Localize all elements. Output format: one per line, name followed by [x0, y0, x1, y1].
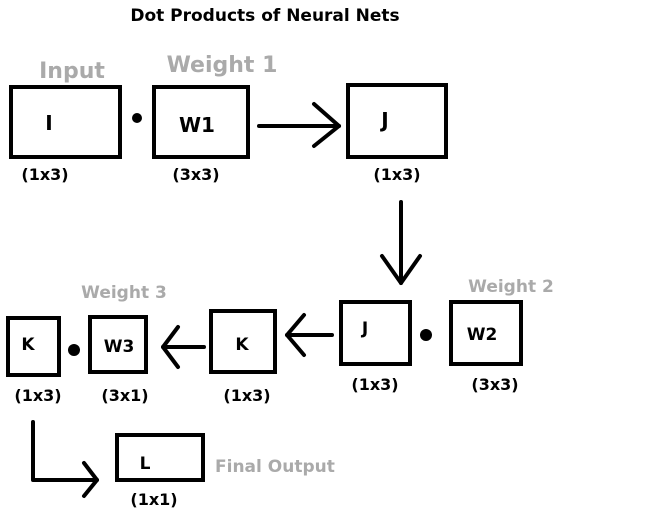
node-weight1-w1-label: W1	[179, 113, 215, 137]
dot-product-icon-3	[68, 344, 80, 356]
arrow-down-icon	[380, 200, 422, 285]
node-k-second: K	[6, 316, 61, 377]
node-k-first-label: K	[235, 335, 249, 355]
node-weight3-w3-label: W3	[104, 337, 135, 357]
node-k-first-dims: (1x3)	[223, 386, 270, 405]
node-j-second: J	[339, 300, 412, 366]
node-final-l: L	[115, 433, 205, 482]
node-weight3-w3: W3	[88, 315, 148, 374]
arrow-left-icon-1	[285, 313, 334, 357]
node-k-second-dims: (1x3)	[14, 386, 61, 405]
node-weight1-w1-dims: (3x3)	[172, 165, 219, 184]
node-weight2-w2: W2	[449, 300, 523, 366]
diagram-title: Dot Products of Neural Nets	[130, 6, 399, 26]
weight3-label: Weight 3	[81, 283, 167, 303]
arrow-right-icon-1	[257, 102, 341, 148]
weight2-label: Weight 2	[468, 277, 554, 297]
final-output-label: Final Output	[215, 457, 335, 477]
node-final-l-dims: (1x1)	[130, 490, 177, 509]
node-weight2-w2-dims: (3x3)	[471, 375, 518, 394]
node-input-i: I	[9, 85, 122, 159]
arrow-left-icon-2	[161, 325, 206, 369]
node-j-first-dims: (1x3)	[373, 165, 420, 184]
node-input-i-dims: (1x3)	[21, 165, 68, 184]
node-j-second-label: J	[361, 319, 368, 339]
node-j-first: J	[346, 83, 448, 159]
arrow-corner-icon	[31, 420, 99, 498]
node-j-second-dims: (1x3)	[351, 375, 398, 394]
input-label: Input	[39, 59, 105, 84]
dot-product-icon-2	[420, 329, 432, 341]
dot-product-icon-1	[132, 113, 142, 123]
node-input-i-label: I	[45, 111, 52, 135]
node-final-l-label: L	[140, 454, 151, 474]
node-weight2-w2-label: W2	[467, 325, 498, 345]
weight1-label: Weight 1	[167, 53, 278, 78]
node-k-second-label: K	[21, 335, 35, 355]
node-weight3-w3-dims: (3x1)	[101, 386, 148, 405]
node-j-first-label: J	[379, 108, 388, 132]
node-k-first: K	[209, 309, 277, 374]
node-weight1-w1: W1	[152, 85, 250, 159]
